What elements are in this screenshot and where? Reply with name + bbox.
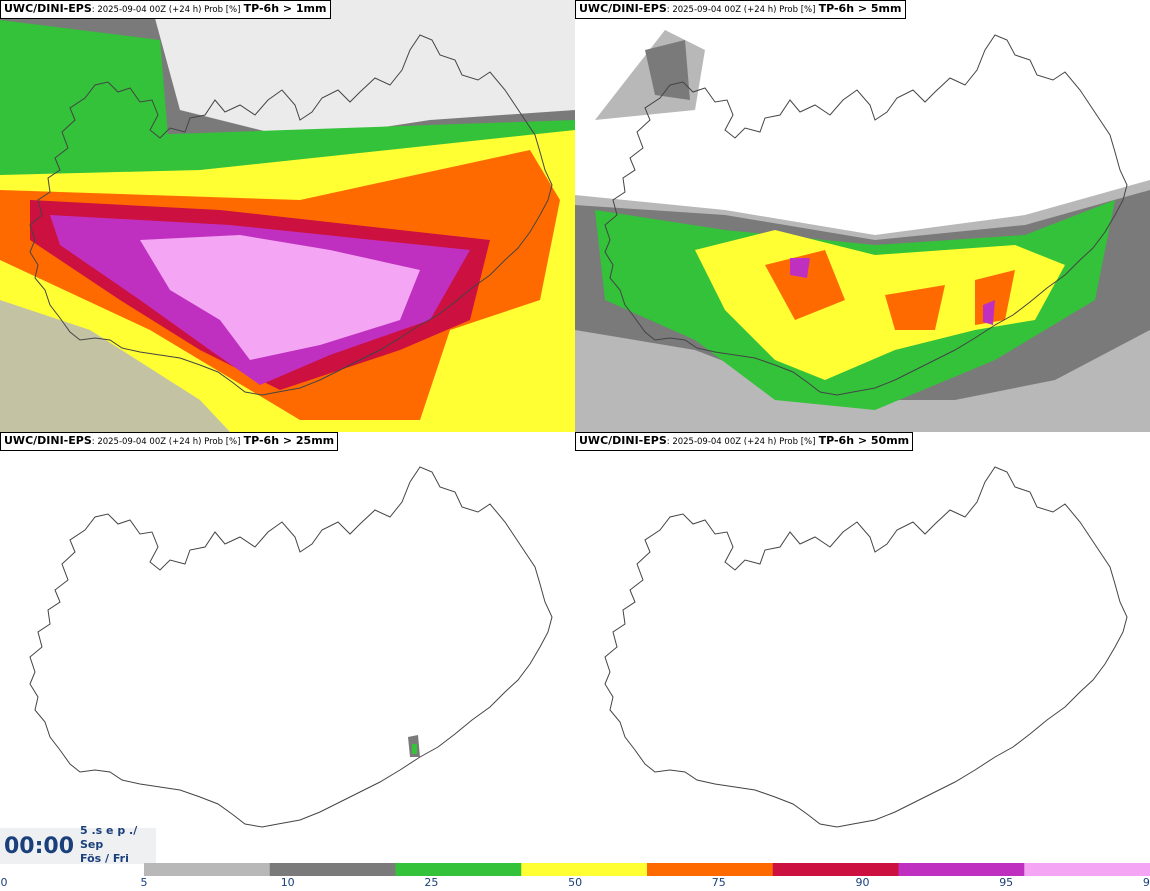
valid-date-month: Sep [80,838,104,851]
model-name: UWC/DINI-EPS [4,2,92,15]
colorbar-tick-label: 75 [711,876,726,889]
colorbar-tick-label: 90 [855,876,870,889]
colorbar-bin [1024,863,1150,876]
probability-map [575,432,1150,828]
colorbar-tick-label: 95 [999,876,1014,889]
parameter-label: TP-6h > 50mm [818,434,910,447]
colorbar-bin [144,863,271,876]
panel-title: UWC/DINI-EPS: 2025-09-04 00Z (+24 h) Pro… [0,0,331,19]
parameter-label: TP-6h > 5mm [818,2,902,15]
valid-date-weekday: Fös / Fri [80,852,129,865]
colorbar-tick-label: 50 [568,876,583,889]
run-info: : 2025-09-04 00Z (+24 h) Prob [%] [91,5,241,15]
colorbar-bin [269,863,396,876]
probability-map [0,432,575,828]
map-panel-tp6h-5mm: UWC/DINI-EPS: 2025-09-04 00Z (+24 h) Pro… [575,0,1150,432]
colorbar-tick-label: 5 [140,876,148,889]
colorbar-tick-label: 10 [280,876,295,889]
probability-colorbar [144,863,1150,876]
colorbar-bin [898,863,1025,876]
valid-time-box [0,828,156,864]
model-name: UWC/DINI-EPS [4,434,92,447]
panel-title: UWC/DINI-EPS: 2025-09-04 00Z (+24 h) Pro… [0,432,339,451]
map-panel-tp6h-1mm: UWC/DINI-EPS: 2025-09-04 00Z (+24 h) Pro… [0,0,575,432]
map-panel-tp6h-25mm: UWC/DINI-EPS: 2025-09-04 00Z (+24 h) Pro… [0,432,575,828]
run-info: : 2025-09-04 00Z (+24 h) Prob [%] [666,5,816,15]
colorbar-tick-label: 25 [424,876,439,889]
run-info: : 2025-09-04 00Z (+24 h) Prob [%] [666,437,816,447]
panel-title: UWC/DINI-EPS: 2025-09-04 00Z (+24 h) Pro… [575,0,906,19]
parameter-label: TP-6h > 1mm [243,2,327,15]
panel-title: UWC/DINI-EPS: 2025-09-04 00Z (+24 h) Pro… [575,432,914,451]
model-name: UWC/DINI-EPS [579,434,667,447]
run-info: : 2025-09-04 00Z (+24 h) Prob [%] [91,437,241,447]
colorbar-bin [647,863,774,876]
map-panel-tp6h-50mm: UWC/DINI-EPS: 2025-09-04 00Z (+24 h) Pro… [575,432,1150,828]
valid-time-clock: 00:00 [4,834,75,859]
model-name: UWC/DINI-EPS [579,2,667,15]
parameter-label: TP-6h > 25mm [243,434,335,447]
valid-date-line1: 5 .s e p ./ [80,824,138,837]
colorbar-tick-label: 0 [0,876,8,889]
probability-map [575,0,1150,432]
colorbar-tick-label: 99 [1142,876,1150,889]
colorbar-bin [772,863,899,876]
colorbar-bin [521,863,648,876]
colorbar-bin [395,863,522,876]
probability-map [0,0,575,432]
